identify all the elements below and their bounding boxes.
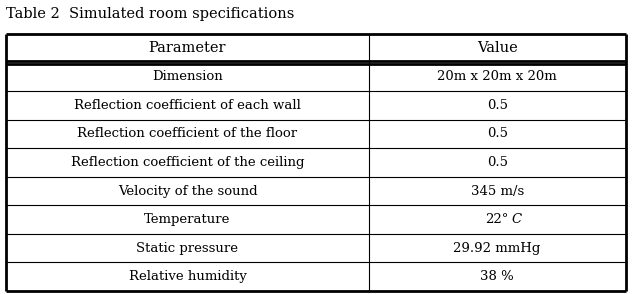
Text: 38 %: 38 % xyxy=(480,270,514,283)
Text: Table 2  Simulated room specifications: Table 2 Simulated room specifications xyxy=(6,7,295,21)
Text: 0.5: 0.5 xyxy=(487,99,507,112)
Text: Relative humidity: Relative humidity xyxy=(128,270,246,283)
Text: Reflection coefficient of the ceiling: Reflection coefficient of the ceiling xyxy=(71,156,304,169)
Text: 20m x 20m x 20m: 20m x 20m x 20m xyxy=(437,70,557,83)
Text: Value: Value xyxy=(477,41,518,55)
Text: Parameter: Parameter xyxy=(149,41,226,55)
Text: C: C xyxy=(511,213,521,226)
Text: 29.92 mmHg: 29.92 mmHg xyxy=(454,242,541,255)
Text: 0.5: 0.5 xyxy=(487,156,507,169)
Text: 22°: 22° xyxy=(485,213,509,226)
Text: Reflection coefficient of each wall: Reflection coefficient of each wall xyxy=(74,99,301,112)
Text: Reflection coefficient of the floor: Reflection coefficient of the floor xyxy=(78,127,298,140)
Text: Static pressure: Static pressure xyxy=(137,242,238,255)
Text: Temperature: Temperature xyxy=(144,213,231,226)
Text: Velocity of the sound: Velocity of the sound xyxy=(118,185,257,198)
Text: Dimension: Dimension xyxy=(152,70,223,83)
Text: 0.5: 0.5 xyxy=(487,127,507,140)
Text: 345 m/s: 345 m/s xyxy=(471,185,524,198)
